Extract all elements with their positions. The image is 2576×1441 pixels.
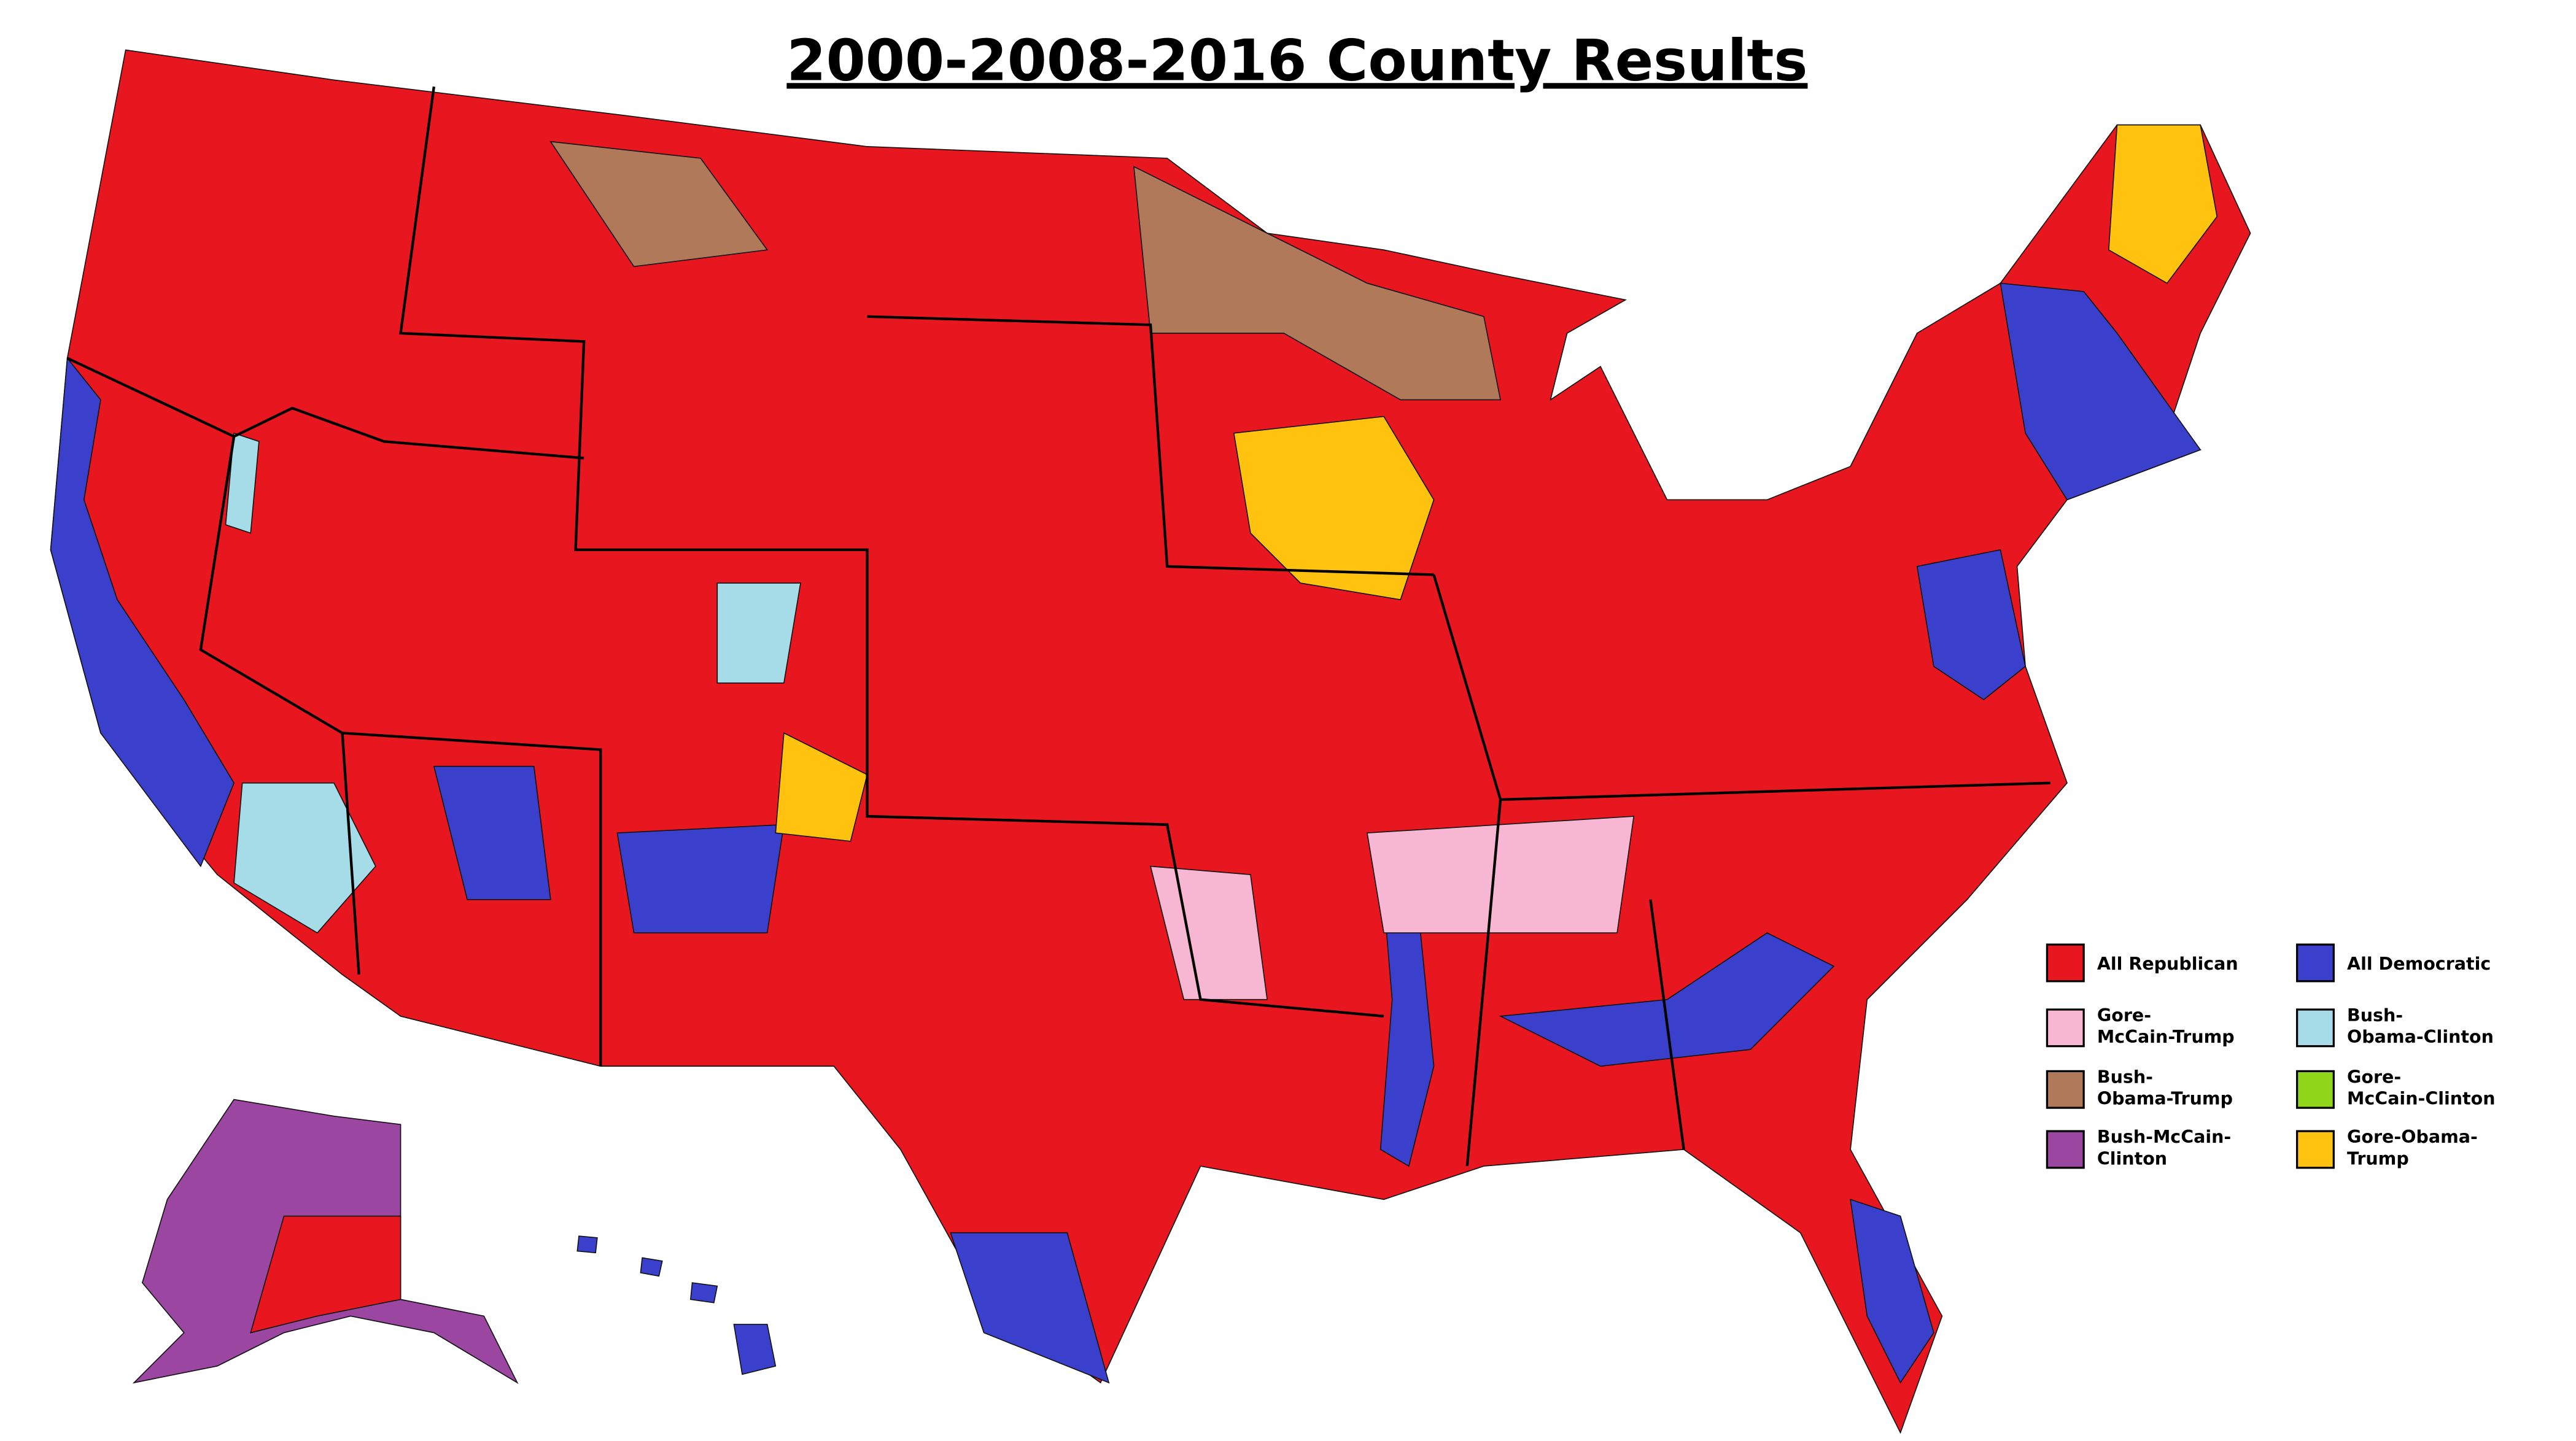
legend-swatch bbox=[2295, 1070, 2335, 1109]
arkansas-oklahoma bbox=[1149, 865, 1268, 1000]
montana-north bbox=[549, 141, 769, 268]
legend-label: Bush-McCain-Clinton bbox=[2097, 1127, 2231, 1169]
alaska-south bbox=[250, 1215, 402, 1334]
legend-swatch bbox=[2295, 1008, 2335, 1048]
maine bbox=[2108, 124, 2218, 284]
legend-label: Bush-Obama-Clinton bbox=[2347, 1005, 2494, 1047]
nevada-north bbox=[225, 432, 260, 534]
legend-label-line: Gore- bbox=[2097, 1005, 2151, 1026]
legend-swatch bbox=[2046, 943, 2085, 983]
legend-label: Bush-Obama-Trump bbox=[2097, 1067, 2233, 1108]
legend-label-line: Obama-Trump bbox=[2097, 1089, 2233, 1109]
legend-label-line: McCain-Clinton bbox=[2347, 1089, 2496, 1109]
legend-label-line: Gore-Obama- bbox=[2347, 1127, 2478, 1147]
legend-label-line: Trump bbox=[2347, 1148, 2409, 1169]
hawaii-maui bbox=[689, 1282, 718, 1304]
new-england bbox=[2000, 282, 2202, 501]
legend-label-line: Bush-McCain- bbox=[2097, 1127, 2231, 1147]
black-belt bbox=[1499, 932, 1835, 1067]
mid-atlantic bbox=[1916, 549, 2027, 701]
upper-midwest bbox=[1233, 415, 1435, 601]
legend-label-line: Obama-Clinton bbox=[2347, 1027, 2494, 1047]
border bbox=[199, 436, 360, 975]
hawaii-oahu bbox=[640, 1257, 663, 1277]
legend-label: Gore-McCain-Trump bbox=[2097, 1005, 2235, 1047]
legend-label: Gore-Obama-Trump bbox=[2347, 1127, 2478, 1169]
legend-swatch bbox=[2046, 1070, 2085, 1109]
southwest bbox=[433, 765, 551, 900]
legend-label-line: Bush- bbox=[2097, 1067, 2153, 1087]
title: 2000-2008-2016 County Results bbox=[786, 27, 1807, 93]
south-florida bbox=[1850, 1199, 1934, 1384]
border bbox=[66, 357, 584, 460]
nevada-south bbox=[233, 782, 376, 934]
appalachia bbox=[1366, 816, 1635, 933]
colorado-southeast bbox=[775, 732, 868, 842]
hawaii-big bbox=[733, 1324, 777, 1375]
border bbox=[399, 86, 1384, 1018]
legend-swatch bbox=[2295, 1130, 2335, 1169]
legend: All RepublicanGore-McCain-TrumpBush-Obam… bbox=[2046, 943, 2496, 1169]
border bbox=[867, 315, 1434, 576]
colorado-mountains bbox=[716, 582, 801, 684]
legend-swatch bbox=[2046, 1130, 2085, 1169]
new-mexico-north bbox=[616, 824, 785, 933]
map bbox=[50, 49, 2251, 1434]
legend-swatch bbox=[2295, 943, 2335, 983]
border bbox=[342, 732, 602, 1067]
contiguous-us bbox=[50, 49, 2251, 1434]
north-woods bbox=[1133, 166, 1502, 401]
legend-label-line: McCain-Trump bbox=[2097, 1027, 2235, 1047]
border bbox=[1649, 899, 1685, 1150]
legend-label: All Democratic bbox=[2347, 954, 2491, 974]
legend-label-line: Gore- bbox=[2347, 1067, 2401, 1087]
legend-label-line: All Republican bbox=[2097, 954, 2238, 974]
state-borders bbox=[66, 86, 2050, 1167]
legend-swatch bbox=[2046, 1008, 2085, 1048]
hawaii-kauai bbox=[576, 1235, 598, 1254]
border bbox=[1465, 799, 1502, 1167]
legend-label: Gore-McCain-Clinton bbox=[2347, 1067, 2496, 1108]
south-texas bbox=[950, 1232, 1110, 1384]
legend-label: All Republican bbox=[2097, 954, 2238, 974]
pacific-coast bbox=[50, 357, 235, 868]
legend-label-line: All Democratic bbox=[2347, 954, 2491, 974]
legend-label-line: Clinton bbox=[2097, 1148, 2167, 1169]
legend-label-line: Bush- bbox=[2347, 1005, 2403, 1026]
